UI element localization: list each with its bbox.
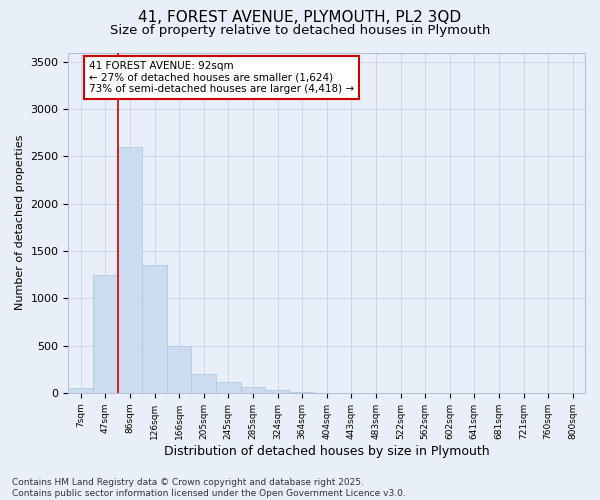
Bar [167, 346, 191, 393]
Bar [290, 392, 314, 393]
Bar [216, 382, 241, 393]
Bar [93, 274, 118, 393]
X-axis label: Distribution of detached houses by size in Plymouth: Distribution of detached houses by size … [164, 444, 490, 458]
Text: Contains HM Land Registry data © Crown copyright and database right 2025.
Contai: Contains HM Land Registry data © Crown c… [12, 478, 406, 498]
Bar [191, 374, 216, 393]
Text: 41, FOREST AVENUE, PLYMOUTH, PL2 3QD: 41, FOREST AVENUE, PLYMOUTH, PL2 3QD [139, 10, 461, 25]
Text: 41 FOREST AVENUE: 92sqm
← 27% of detached houses are smaller (1,624)
73% of semi: 41 FOREST AVENUE: 92sqm ← 27% of detache… [89, 61, 354, 94]
Bar [142, 265, 167, 393]
Bar [241, 387, 265, 393]
Y-axis label: Number of detached properties: Number of detached properties [15, 135, 25, 310]
Bar [118, 147, 142, 393]
Bar [68, 388, 93, 393]
Bar [265, 390, 290, 393]
Text: Size of property relative to detached houses in Plymouth: Size of property relative to detached ho… [110, 24, 490, 37]
